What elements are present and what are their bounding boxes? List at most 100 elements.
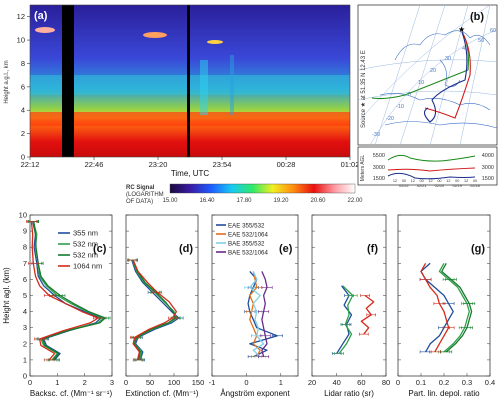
ytick-label: 4 [23, 307, 27, 316]
hp-xtick-label: 12 [464, 179, 468, 183]
cloud-3 [207, 40, 223, 44]
panel-label-f: (f) [367, 243, 378, 255]
a-ytick-label: 8 [21, 59, 25, 68]
xtick-label: 1 [55, 378, 59, 387]
panel-g: 0 0.1 0.2 0.3 0.4 Part. lin. depol. ratio (g) [396, 214, 495, 398]
hp-xtick-label: 12 [411, 179, 415, 183]
ytick-label: 3 [23, 323, 27, 332]
xlabel: Backsc. cf. (Mm⁻¹ sr⁻¹) [30, 389, 113, 398]
ytick-label: 7 [23, 259, 27, 268]
hp-xtick-label: 12 [428, 179, 432, 183]
legend-label: 532 nm [73, 240, 98, 249]
hp-xtick-label: 02/22 [399, 184, 409, 188]
series-line [261, 271, 268, 357]
data-gap-1 [62, 5, 74, 157]
map-source-text: Source ★ at 51.35 N 12.43 E [360, 50, 367, 128]
panel-d: 0 50 100 150 Extinction cf. (Mm⁻¹) (d) [124, 214, 205, 398]
map-grid-label: -20 [386, 116, 394, 122]
hp-xtick-label: 02/19 [452, 184, 462, 188]
cloud-2 [143, 32, 167, 38]
trajectory-line [423, 31, 468, 123]
colorbar-tick-label: 16.40 [199, 198, 215, 204]
a-xtick-label: 22:46 [85, 160, 104, 169]
a-xtick-label: 00:28 [277, 160, 296, 169]
colorbar-title-1: RC Signal [126, 185, 155, 191]
xtick-label: 20 [308, 378, 316, 387]
hp-left-tick: 3000 [373, 165, 385, 171]
panel-label-a: (a) [34, 10, 48, 22]
map-grid-label: 10 [418, 80, 424, 86]
hp-right-tick: 1500 [482, 176, 494, 182]
a-ytick-label: 4 [21, 106, 25, 115]
map-grid-label: 30 [445, 56, 451, 62]
xtick-label: 0.3 [462, 378, 472, 387]
xtick-label: 0 [124, 378, 128, 387]
source-star-icon: ★ [458, 25, 465, 34]
colorbar-tick-label: 22.00 [347, 198, 363, 204]
xtick-label: 0 [244, 378, 248, 387]
legend-label: BAE 355/532 [228, 241, 265, 248]
panel-label-c: (c) [93, 243, 107, 255]
xtick-label: 0 [28, 378, 32, 387]
map-grid-label: 0 [408, 92, 411, 98]
xtick-label: -1 [209, 378, 216, 387]
a-xtick-label: 22:12 [21, 160, 40, 169]
series-line [249, 271, 265, 358]
map-graticule [357, 4, 498, 146]
xtick-label: 0.2 [439, 378, 449, 387]
hp-xtick-label: 02/20 [435, 184, 445, 188]
series-line [336, 285, 353, 354]
xtick-label: 2 [83, 378, 87, 387]
height-trajectory-line [387, 172, 476, 180]
a-xtick-label: 01:02 [341, 160, 360, 169]
hp-xtick-label: 12 [393, 179, 397, 183]
xtick-label: 40 [332, 378, 340, 387]
panel-label-b: (b) [470, 11, 484, 23]
trajectory-line [424, 31, 471, 119]
a-ylabel: Height a.g.l., km [4, 60, 10, 103]
panel-c-frame [29, 214, 113, 377]
ytick-label: 8 [23, 243, 27, 252]
xtick-label: 0 [396, 378, 400, 387]
hp-xtick-label: 00 [402, 179, 406, 183]
streak-2 [230, 55, 234, 115]
xtick-label: 80 [382, 378, 390, 387]
series-line [441, 262, 473, 353]
xtick-label: 100 [168, 378, 181, 387]
hp-xtick-label: 02/18 [470, 184, 480, 188]
ytick-label: 5 [23, 291, 27, 300]
hp-xtick-label: 00 [455, 179, 459, 183]
streak-1 [200, 60, 208, 115]
ytick-label: 0 [23, 372, 27, 381]
colorbar-tick-label: 17.80 [236, 198, 252, 204]
map-coastline [379, 30, 498, 129]
map-grid-label: 60 [490, 28, 496, 34]
ytick-label: 6 [23, 275, 27, 284]
ylabel: Height agl. (km) [2, 267, 11, 324]
xtick-label: 0.4 [485, 378, 495, 387]
ytick-label: 10 [19, 211, 27, 220]
hp-xtick-label: 00 [420, 179, 424, 183]
map-grid-label: -30 [372, 132, 380, 138]
map-grid-label: 50 [478, 38, 484, 44]
data-gap-2 [187, 5, 190, 157]
series-line [338, 285, 354, 354]
colorbar: RC Signal (LOGARITHM OF DATA) 15.00 16.40… [126, 183, 363, 205]
legend-label: 532 nm [73, 251, 98, 260]
hp-right-tick: 3000 [482, 165, 494, 171]
series-line [420, 262, 450, 353]
a-ytick-label: 2 [21, 129, 25, 138]
a-ytick-label: 12 [17, 12, 25, 21]
map-grid-label: 40 [462, 46, 468, 52]
xtick-label: 3 [110, 378, 114, 387]
panel-label-e: (e) [279, 243, 293, 255]
legend-label: 355 nm [73, 229, 98, 238]
panel-a: (a) 0 2 4 6 8 10 12 22:12 22:46 23:20 23:54 00:28 0… [4, 4, 363, 205]
series-line [30, 221, 99, 361]
xtick-label: 150 [192, 378, 205, 387]
trajectory-line [371, 31, 469, 100]
series-line [438, 262, 470, 353]
colorbar-tick-label: 15.00 [162, 198, 178, 204]
series-line [249, 271, 261, 358]
